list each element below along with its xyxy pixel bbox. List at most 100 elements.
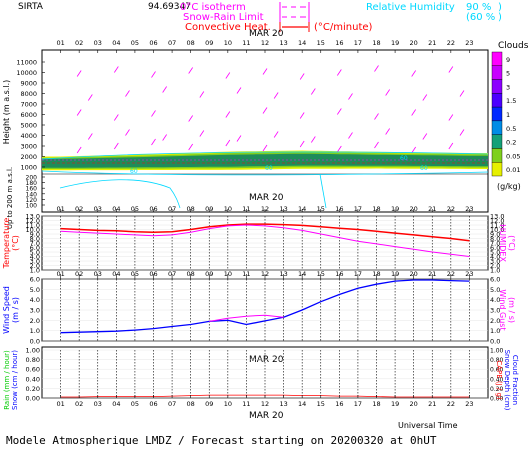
wind-arrow (225, 139, 231, 147)
wind-arrow (448, 142, 454, 150)
wind-arrow (114, 114, 119, 121)
height-tick-label: 8000 (20, 90, 37, 98)
rain-ylabel: Rain (mm / hour) (3, 350, 11, 410)
low-height-tick-label: 100 (26, 203, 38, 210)
y2-tick-label: 6.0 (490, 276, 500, 284)
station-name: SIRTA (18, 2, 44, 12)
low-height-tick-label: 200 (26, 175, 38, 182)
top-hour-axis: 01 02 03 04 05 06 07 08 09 10 11 12 13 14 15 16 17 18 19 20… (56, 39, 474, 53)
low-height-tick-label: 180 (26, 180, 38, 187)
y-tick-label: 8.0 (30, 235, 40, 243)
hour-tick-label: 22 (447, 39, 455, 47)
hour-tick-label: 07 (168, 400, 176, 408)
cloud-band-core (42, 153, 488, 168)
y-tick-label: 11.0 (26, 222, 40, 230)
wind-arrow (385, 128, 390, 135)
y2-tick-label: 8.0 (490, 235, 500, 243)
y2-tick-label: 10.0 (490, 226, 504, 234)
hour-tick-label: 07 (168, 39, 176, 47)
wind-arrow (76, 70, 82, 77)
hour-tick-label: 03 (94, 400, 102, 408)
wind-arrow (236, 135, 242, 142)
wind-arrow (411, 109, 416, 116)
y-tick-label: 1.00 (26, 347, 40, 355)
snow-ylabel: Snow (cm / hour) (11, 350, 19, 410)
hour-tick-label: 11 (242, 39, 250, 47)
rh-contour-lower (41, 170, 489, 176)
precip-layer: 1.000.800.600.400.200.001.000.800.600.40… (26, 347, 504, 403)
wind-arrow (422, 94, 428, 101)
wind-arrow (310, 88, 316, 95)
wind-arrow (114, 142, 119, 150)
mid-hour-axis: 01 02 03 04 05 06 07 08 09 10 11 12 13 14 15 16 17 18 19 20… (56, 205, 473, 213)
height-tick-label: 6000 (20, 111, 37, 119)
y2-tick-label: 13.0 (490, 213, 504, 221)
wind-arrow (299, 73, 305, 80)
hour-tick-label: 05 (131, 39, 139, 47)
colorbar-label: 0.05 (506, 152, 520, 160)
hour-tick-label: 13 (279, 400, 287, 408)
bottom-hour-axis: 01 02 03 04 05 06 07 08 09 10 11 12 13 14 15 16 17 18 19 20… (56, 395, 474, 408)
wind-arrow (188, 115, 193, 122)
hour-tick-label: 19 (391, 400, 399, 408)
legend-snow-rain-label: Snow-Rain Limit (183, 12, 264, 23)
hour-tick-label: 12 (261, 39, 269, 47)
hour-tick-label: 22 (447, 400, 455, 408)
hour-tick-label: 14 (298, 39, 306, 47)
gust-ylabel-unit: (m / s) (507, 297, 516, 323)
y-tick-label: 6.0 (30, 276, 40, 284)
wind-arrow (151, 71, 156, 78)
colorbar-swatch (491, 93, 503, 108)
y-tick-label: 7.0 (30, 240, 40, 248)
y2-tick-label: 9.0 (490, 231, 500, 239)
wind-arrow (273, 92, 279, 99)
wind-arrow (225, 72, 231, 79)
snow-depth-ylabel: Snow Depth (cm) (503, 350, 511, 411)
wind-arrow (151, 110, 156, 117)
clouds-lower-date: MAR 20 (249, 193, 284, 203)
y-tick-label: 0.80 (26, 356, 40, 364)
hour-tick-label: 18 (372, 39, 380, 47)
y2-tick-label: 11.0 (490, 222, 504, 230)
hour-tick-label: 09 (205, 400, 213, 408)
y-tick-label: 1.0 (30, 327, 40, 335)
wind-arrow (374, 141, 379, 149)
hour-tick-label: 11 (242, 400, 250, 408)
clouds-colorbar: 9 5 3 1.5 1 0.5 0.2 0.05 0.01 (491, 51, 520, 177)
y2-tick-label: 0.20 (490, 386, 504, 393)
wind-arrow (422, 133, 428, 140)
wind-arrow (125, 90, 130, 97)
wind-arrow (236, 87, 242, 94)
clouds-layer: 60 60 60 60 (41, 65, 489, 209)
colorbar-label: 0.5 (506, 125, 516, 133)
hour-tick-label: 09 (205, 39, 213, 47)
wind-arrow (459, 129, 465, 136)
hour-tick-label: 23 (465, 39, 473, 47)
wind-arrow (188, 143, 193, 151)
wind-arrow (125, 129, 130, 136)
humidex-ylabel: HUMIDEX (498, 224, 507, 262)
colorbar-label: 1.5 (506, 97, 516, 105)
rh-contour-surface (59, 179, 181, 209)
height-tick-label: 1000 (20, 164, 37, 172)
rh-contour-label: 60 (420, 165, 428, 172)
legend-isotherm-label: 0°C isotherm (180, 2, 246, 13)
gust-ylabel: Wind Gust (498, 289, 507, 330)
temperature-ylabel-unit: (°C) (11, 235, 20, 251)
hour-tick-label: 01 (56, 39, 64, 47)
wind-arrow (262, 68, 268, 75)
low-height-tick-label: 120 (26, 197, 38, 204)
station-id: 94.69347 (148, 2, 191, 12)
bottom-date-label: MAR 20 (249, 411, 284, 421)
wind-arrow (262, 107, 268, 114)
legend-snow-rain-bracket (279, 12, 310, 22)
rh-contour-label: 60 (400, 155, 408, 162)
legend-rh-60: (60 % (466, 12, 495, 23)
hour-tick-label: 13 (279, 39, 287, 47)
hour-tick-label: 19 (391, 39, 399, 47)
hour-tick-label: 14 (298, 400, 306, 408)
y2-tick-label: 0.00 (490, 396, 504, 403)
wind-arrow (151, 138, 156, 146)
legend-rh-90: 90 % (466, 2, 491, 13)
wind-arrow (262, 144, 268, 152)
